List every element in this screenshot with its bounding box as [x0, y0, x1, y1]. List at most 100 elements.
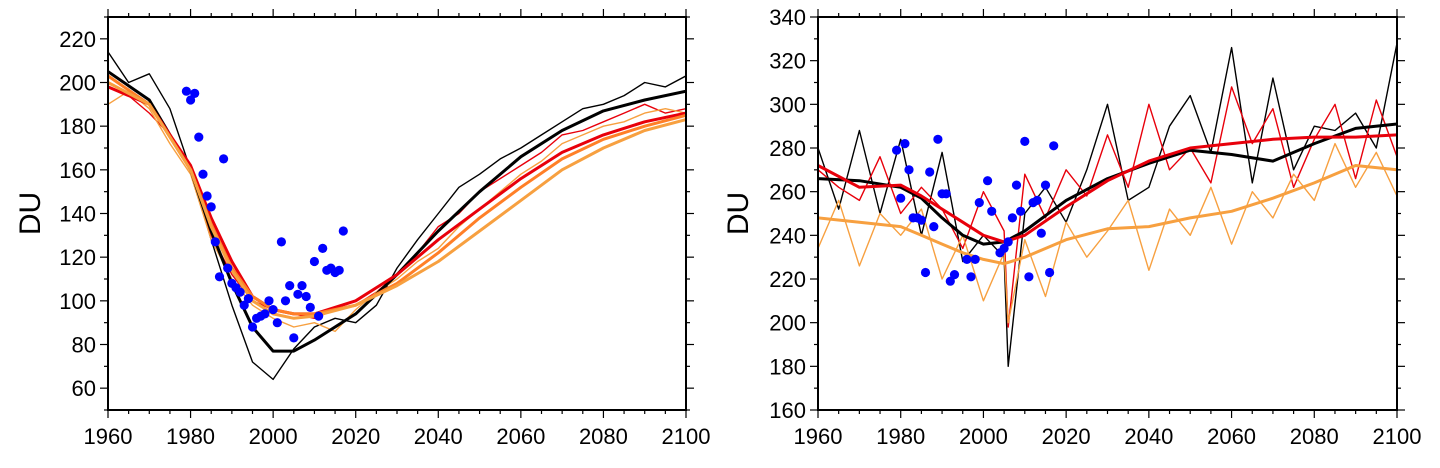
observation-point — [334, 265, 344, 275]
observation-point — [214, 272, 225, 282]
chart-panel-left: 1960 1980 2000 2020 2040 2060 2080 2100 60 80 100 1… — [14, 9, 710, 449]
observation-point — [892, 145, 902, 155]
observation-point — [1020, 136, 1030, 146]
observation-point — [223, 263, 233, 273]
observation-point — [309, 256, 319, 267]
x-tick-label: 2100 — [662, 424, 711, 449]
y-tick-label: 220 — [769, 267, 806, 292]
x-tick-label: 2040 — [1124, 424, 1173, 449]
y-axis-label: DU — [14, 192, 47, 235]
y-tick-label: 180 — [769, 354, 806, 379]
x-tick-label: 2000 — [249, 424, 298, 449]
observation-point — [1040, 180, 1051, 190]
x-tick-label: 1980 — [166, 424, 215, 449]
plot-frame — [817, 16, 1398, 411]
y-tick-label: 200 — [59, 71, 96, 96]
observation-point — [1036, 228, 1046, 238]
y-axis-label: DU — [722, 192, 755, 235]
observation-point — [970, 254, 980, 264]
observation-point — [945, 276, 955, 286]
x-tick-label: 1960 — [794, 424, 843, 449]
observation-point — [896, 193, 906, 203]
observation-point — [314, 311, 324, 321]
observation-point — [338, 226, 348, 236]
chart-panel-right: 1960 1980 2000 2020 2040 2060 2080 2100 160 180 20… — [722, 5, 1421, 449]
observation-point — [318, 243, 328, 253]
observation-point — [1032, 195, 1042, 205]
y-tick-label: 140 — [59, 202, 96, 227]
x-tick-label: 1960 — [84, 424, 133, 449]
plot-frame — [107, 16, 687, 411]
observation-point — [235, 287, 245, 297]
observation-point — [966, 272, 976, 282]
y-tick-label: 300 — [769, 92, 806, 117]
series-line-orange-annual — [108, 90, 686, 333]
y-tick-label: 120 — [59, 245, 96, 270]
x-tick-label: 2020 — [331, 424, 380, 449]
observation-point — [276, 237, 286, 247]
observation-point — [198, 169, 208, 179]
x-tick-label: 2080 — [1290, 424, 1339, 449]
observation-point — [293, 289, 303, 299]
observation-point — [186, 95, 196, 105]
x-tick-label: 2060 — [1207, 424, 1256, 449]
observation-point — [941, 189, 951, 199]
observation-point — [243, 294, 253, 304]
observation-point — [280, 296, 291, 306]
observation-point — [916, 215, 927, 225]
observation-point — [949, 270, 960, 280]
observation-point — [210, 237, 220, 247]
observation-point — [190, 88, 200, 98]
observation-point — [247, 322, 258, 332]
x-tick-label: 2080 — [579, 424, 628, 449]
observation-point — [206, 202, 216, 212]
observation-point — [962, 254, 972, 264]
observation-point — [305, 302, 315, 312]
y-tick-label: 80 — [72, 333, 96, 358]
series-line-red-annual — [818, 86, 1397, 328]
y-tick-label: 240 — [769, 223, 806, 248]
observation-point — [1024, 272, 1034, 282]
observation-point — [1045, 267, 1055, 278]
y-tick-label: 60 — [72, 376, 96, 401]
y-tick-label: 160 — [769, 398, 806, 423]
series-line-red-smooth — [108, 85, 686, 316]
x-tick-label: 2040 — [414, 424, 463, 449]
y-tick-label: 340 — [769, 5, 806, 30]
observation-point — [181, 86, 191, 96]
observation-point — [987, 206, 997, 216]
observation-point — [1016, 206, 1026, 216]
observation-point — [929, 222, 939, 232]
y-tick-label: 220 — [59, 27, 96, 52]
observation-point — [974, 198, 984, 208]
observation-point — [272, 318, 282, 328]
observation-point — [983, 176, 993, 186]
series-line-black-annual — [818, 43, 1397, 367]
observation-point — [268, 305, 278, 315]
series-line-black-smooth — [108, 70, 686, 353]
observation-point — [900, 139, 910, 149]
x-tick-label: 2000 — [959, 424, 1008, 449]
observation-point — [289, 333, 299, 343]
x-tick-label: 1980 — [876, 424, 925, 449]
y-tick-label: 320 — [769, 49, 806, 74]
series-line-orange-smooth — [818, 164, 1397, 266]
y-tick-label: 100 — [59, 289, 96, 314]
observation-point — [904, 165, 914, 175]
observation-point — [301, 291, 311, 302]
observation-point — [925, 167, 935, 177]
observation-point — [264, 296, 274, 306]
y-tick-label: 160 — [59, 158, 96, 183]
plot-area — [108, 51, 686, 381]
series-line-black-smooth — [818, 122, 1397, 246]
observation-point — [920, 267, 931, 278]
observation-point — [194, 132, 204, 142]
observation-point — [1049, 141, 1059, 151]
observation-point — [1011, 180, 1022, 190]
observation-point — [1007, 213, 1018, 223]
y-tick-label: 200 — [769, 311, 806, 336]
observation-point — [219, 154, 229, 164]
y-tick-label: 260 — [769, 180, 806, 205]
y-tick-label: 280 — [769, 136, 806, 161]
